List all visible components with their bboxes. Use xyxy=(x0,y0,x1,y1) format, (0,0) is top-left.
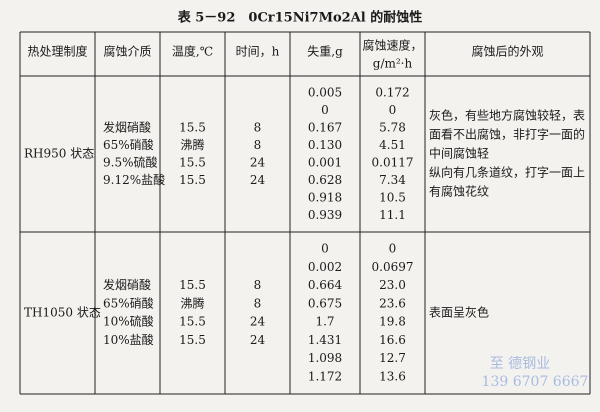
header-cell: 失重,g xyxy=(307,44,343,59)
weight_loss-cell: 0.167 xyxy=(308,120,342,134)
header-cell: 腐蚀后的外观 xyxy=(471,44,543,59)
header-cell: 腐蚀介质 xyxy=(103,44,151,59)
temperature-cell: 15.5 xyxy=(179,173,206,187)
weight_loss-cell: 1.098 xyxy=(308,351,342,365)
treatment: TH1050 状态 xyxy=(24,306,101,320)
weight_loss-cell: 0 xyxy=(321,242,329,256)
temperature-cell: 沸腾 xyxy=(180,295,204,310)
header-cell: g/m²·h xyxy=(373,57,413,71)
time-cell: 8 xyxy=(254,278,262,292)
weight_loss-cell: 0.939 xyxy=(308,208,342,222)
corrosion_rate-cell: 7.34 xyxy=(379,173,406,187)
watermark: 139 6707 6667 xyxy=(482,374,589,390)
temperature-cell: 15.5 xyxy=(179,278,206,292)
media-cell: 9.12%盐酸 xyxy=(103,172,165,187)
corrosion_rate-cell: 5.78 xyxy=(379,120,406,134)
corrosion_rate-cell: 0 xyxy=(389,242,397,256)
temperature-cell: 15.5 xyxy=(179,333,206,347)
corrosion_rate-cell: 12.7 xyxy=(379,351,406,365)
appearance-line: 面看不出腐蚀，非打字一面的 xyxy=(429,127,585,142)
corrosion_rate-cell: 13.6 xyxy=(379,369,406,383)
watermark: 至 德钢业 xyxy=(490,356,550,372)
weight_loss-cell: 0.002 xyxy=(308,260,342,274)
corrosion_rate-cell: 0.0117 xyxy=(372,155,414,169)
header-cell: 时间，h xyxy=(236,45,280,59)
appearance-line: 表面呈灰色 xyxy=(429,306,489,320)
corrosion_rate-cell: 23.0 xyxy=(379,278,406,292)
time-cell: 24 xyxy=(250,333,266,347)
header-cell: 热处理制度 xyxy=(27,44,87,59)
temperature-cell: 15.5 xyxy=(179,155,206,169)
weight_loss-cell: 1.431 xyxy=(308,333,342,347)
time-cell: 24 xyxy=(250,315,266,329)
time-cell: 24 xyxy=(250,155,266,169)
corrosion_rate-cell: 11.1 xyxy=(379,208,406,222)
corrosion_rate-cell: 10.5 xyxy=(379,190,406,204)
corrosion_rate-cell: 16.6 xyxy=(379,333,406,347)
weight_loss-cell: 1.7 xyxy=(315,315,334,329)
weight_loss-cell: 0.664 xyxy=(308,278,343,292)
media-cell: 9.5%硫酸 xyxy=(103,154,158,169)
weight_loss-cell: 0.130 xyxy=(308,138,342,152)
treatment: RH950 状态 xyxy=(24,147,94,161)
appearance-line: 灰色，有些地方腐蚀较轻，表 xyxy=(429,108,585,123)
time-cell: 24 xyxy=(250,173,266,187)
corrosion_rate-cell: 4.51 xyxy=(379,138,406,152)
corrosion_rate-cell: 23.6 xyxy=(379,296,406,310)
weight_loss-cell: 0.628 xyxy=(308,173,342,187)
header-cell: 腐蚀速度， xyxy=(362,38,422,53)
media-cell: 65%硝酸 xyxy=(103,137,154,152)
time-cell: 8 xyxy=(254,296,262,310)
media-cell: 10%盐酸 xyxy=(103,332,154,347)
appearance-line: 有腐蚀花纹 xyxy=(429,184,489,199)
appearance-line: 纵向有几条道纹，打字一面上 xyxy=(429,165,585,180)
appearance-line: 中间腐蚀轻 xyxy=(429,146,489,161)
weight_loss-cell: 0.918 xyxy=(308,190,342,204)
header-cell: 温度,℃ xyxy=(172,44,213,59)
media-cell: 65%硝酸 xyxy=(103,295,154,310)
weight_loss-cell: 0.005 xyxy=(308,85,342,99)
temperature-cell: 15.5 xyxy=(179,120,206,134)
corrosion_rate-cell: 19.8 xyxy=(379,315,406,329)
weight_loss-cell: 1.172 xyxy=(308,369,342,383)
corrosion_rate-cell: 0.172 xyxy=(375,85,409,99)
time-cell: 8 xyxy=(254,138,262,152)
weight_loss-cell: 0.675 xyxy=(308,296,342,310)
media-cell: 发烟硝酸 xyxy=(103,277,151,292)
temperature-cell: 沸腾 xyxy=(180,137,204,152)
media-cell: 10%硫酸 xyxy=(103,314,154,329)
time-cell: 8 xyxy=(254,120,262,134)
weight_loss-cell: 0 xyxy=(321,103,329,117)
media-cell: 发烟硝酸 xyxy=(103,119,151,134)
temperature-cell: 15.5 xyxy=(179,315,206,329)
table-title: 表 5－92 0Cr15Ni7Mo2Al 的耐蚀性 xyxy=(177,10,423,26)
corrosion_rate-cell: 0 xyxy=(389,103,397,117)
weight_loss-cell: 0.001 xyxy=(308,155,342,169)
corrosion_rate-cell: 0.0697 xyxy=(372,260,414,274)
